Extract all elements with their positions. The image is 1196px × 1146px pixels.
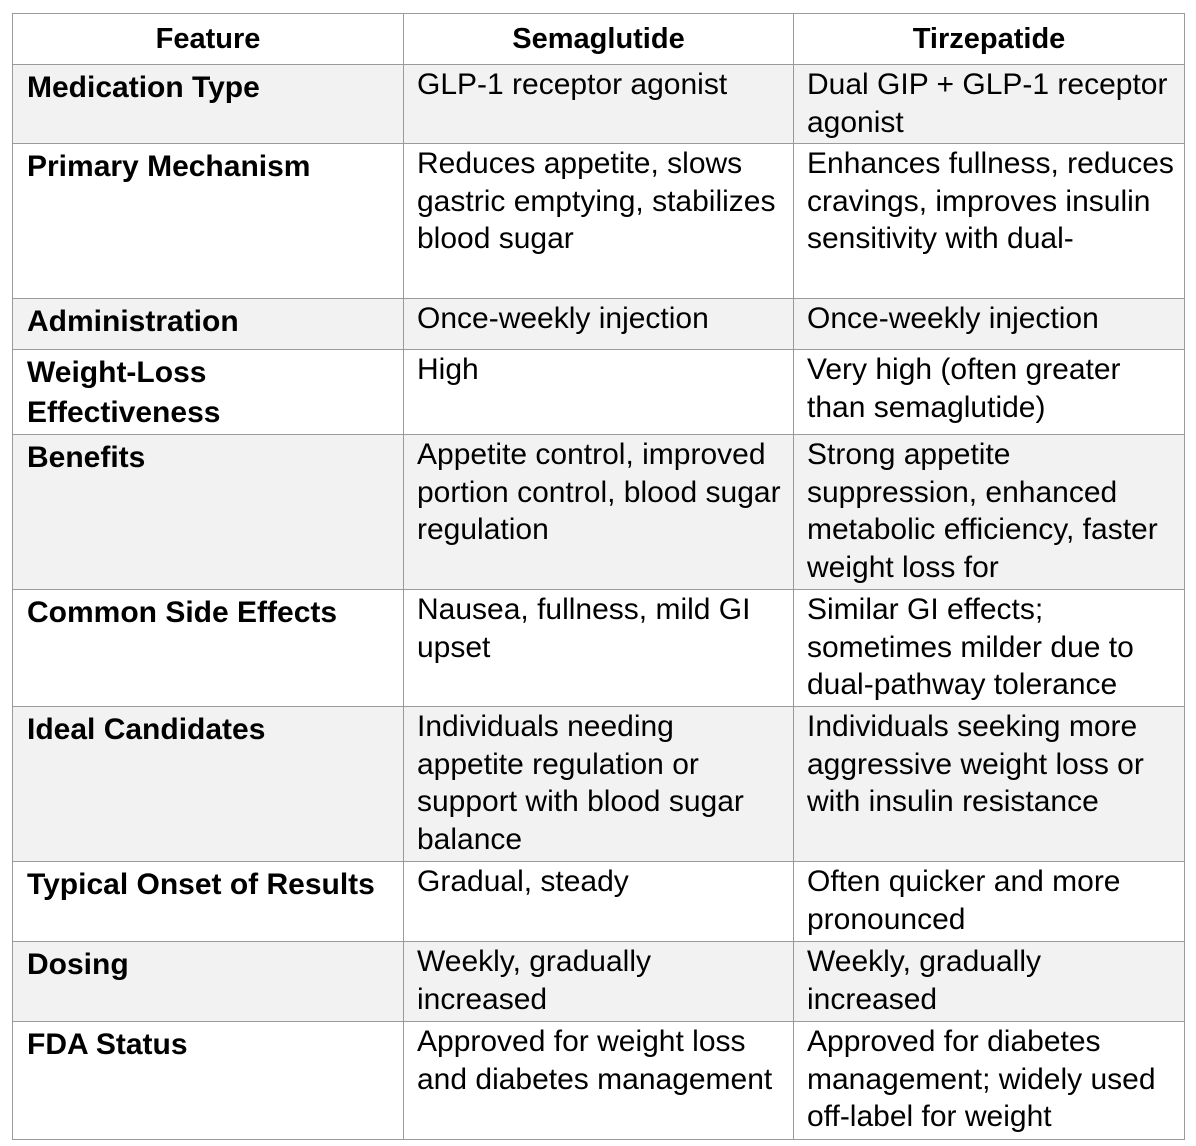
tirzepatide-text: Similar GI effects; sometimes milder due… bbox=[807, 593, 1134, 701]
table-row: Ideal Candidates Individuals needing app… bbox=[12, 706, 1185, 862]
semaglutide-cell: Nausea, fullness, mild GI upset bbox=[403, 589, 794, 707]
tirzepatide-cell: Enhances fullness, reduces cravings, imp… bbox=[793, 143, 1185, 299]
table-row: Dosing Weekly, gradually increased Weekl… bbox=[12, 941, 1185, 1022]
semaglutide-text: Nausea, fullness, mild GI upset bbox=[417, 593, 751, 664]
semaglutide-text: Weekly, gradually increased bbox=[417, 945, 651, 1016]
semaglutide-text: Reduces appetite, slows gastric emptying… bbox=[417, 147, 776, 255]
feature-text: Administration bbox=[27, 305, 239, 338]
table-row: Administration Once-weekly injection Onc… bbox=[12, 298, 1185, 350]
feature-text: Dosing bbox=[27, 948, 129, 981]
semaglutide-text: Appetite control, improved portion contr… bbox=[417, 438, 781, 546]
feature-text: FDA Status bbox=[27, 1028, 188, 1061]
semaglutide-cell: Individuals needing appetite regulation … bbox=[403, 706, 794, 862]
header-tirzepatide: Tirzepatide bbox=[793, 13, 1185, 65]
header-semaglutide: Semaglutide bbox=[403, 13, 794, 65]
semaglutide-text: Approved for weight loss and diabetes ma… bbox=[417, 1025, 773, 1096]
feature-text: Weight-Loss Effectiveness bbox=[27, 356, 221, 429]
feature-text: Benefits bbox=[27, 441, 146, 474]
feature-cell: Administration bbox=[12, 298, 404, 350]
semaglutide-cell: High bbox=[403, 349, 794, 435]
feature-cell: FDA Status bbox=[12, 1021, 404, 1140]
header-feature: Feature bbox=[12, 13, 404, 65]
tirzepatide-cell: Often quicker and more pronounced bbox=[793, 861, 1185, 942]
semaglutide-text: Gradual, steady bbox=[417, 865, 629, 898]
table-row: Primary Mechanism Reduces appetite, slow… bbox=[12, 143, 1185, 299]
semaglutide-cell: Gradual, steady bbox=[403, 861, 794, 942]
header-row: Feature Semaglutide Tirzepatide bbox=[12, 13, 1185, 65]
tirzepatide-cell: Approved for diabetes management; widely… bbox=[793, 1021, 1185, 1140]
table-row: Common Side Effects Nausea, fullness, mi… bbox=[12, 589, 1185, 707]
feature-text: Ideal Candidates bbox=[27, 713, 266, 746]
tirzepatide-text: Weekly, gradually increased bbox=[807, 945, 1041, 1016]
semaglutide-cell: Appetite control, improved portion contr… bbox=[403, 434, 794, 590]
semaglutide-cell: Weekly, gradually increased bbox=[403, 941, 794, 1022]
tirzepatide-cell: Very high (often greater than semaglutid… bbox=[793, 349, 1185, 435]
semaglutide-text: Once-weekly injection bbox=[417, 302, 709, 335]
tirzepatide-cell: Once-weekly injection bbox=[793, 298, 1185, 350]
tirzepatide-text: Enhances fullness, reduces cravings, imp… bbox=[807, 147, 1174, 255]
tirzepatide-cell: Dual GIP + GLP-1 receptor agonist bbox=[793, 64, 1185, 144]
feature-cell: Weight-Loss Effectiveness bbox=[12, 349, 404, 435]
table-row: FDA Status Approved for weight loss and … bbox=[12, 1021, 1185, 1140]
feature-text: Common Side Effects bbox=[27, 596, 338, 629]
feature-text: Typical Onset of Results bbox=[27, 868, 375, 901]
tirzepatide-cell: Individuals seeking more aggressive weig… bbox=[793, 706, 1185, 862]
comparison-table: Feature Semaglutide Tirzepatide Medicati… bbox=[12, 13, 1185, 1140]
tirzepatide-cell: Strong appetite suppression, enhanced me… bbox=[793, 434, 1185, 590]
semaglutide-cell: Once-weekly injection bbox=[403, 298, 794, 350]
table-row: Typical Onset of Results Gradual, steady… bbox=[12, 861, 1185, 942]
semaglutide-text: Individuals needing appetite regulation … bbox=[417, 710, 744, 856]
semaglutide-text: GLP-1 receptor agonist bbox=[417, 68, 728, 101]
feature-cell: Dosing bbox=[12, 941, 404, 1022]
tirzepatide-text: Dual GIP + GLP-1 receptor agonist bbox=[807, 68, 1168, 139]
tirzepatide-cell: Similar GI effects; sometimes milder due… bbox=[793, 589, 1185, 707]
feature-cell: Primary Mechanism bbox=[12, 143, 404, 299]
semaglutide-cell: Approved for weight loss and diabetes ma… bbox=[403, 1021, 794, 1140]
feature-text: Medication Type bbox=[27, 71, 260, 104]
tirzepatide-text: Once-weekly injection bbox=[807, 302, 1099, 335]
feature-text: Primary Mechanism bbox=[27, 150, 311, 183]
tirzepatide-text: Strong appetite suppression, enhanced me… bbox=[807, 438, 1158, 584]
semaglutide-text: High bbox=[417, 353, 479, 386]
semaglutide-cell: Reduces appetite, slows gastric emptying… bbox=[403, 143, 794, 299]
tirzepatide-text: Very high (often greater than semaglutid… bbox=[807, 353, 1121, 424]
table-row: Weight-Loss Effectiveness High Very high… bbox=[12, 349, 1185, 435]
tirzepatide-cell: Weekly, gradually increased bbox=[793, 941, 1185, 1022]
feature-cell: Typical Onset of Results bbox=[12, 861, 404, 942]
feature-cell: Common Side Effects bbox=[12, 589, 404, 707]
feature-cell: Medication Type bbox=[12, 64, 404, 144]
table-row: Benefits Appetite control, improved port… bbox=[12, 434, 1185, 590]
tirzepatide-text: Approved for diabetes management; widely… bbox=[807, 1025, 1156, 1133]
feature-cell: Benefits bbox=[12, 434, 404, 590]
feature-cell: Ideal Candidates bbox=[12, 706, 404, 862]
semaglutide-cell: GLP-1 receptor agonist bbox=[403, 64, 794, 144]
tirzepatide-text: Individuals seeking more aggressive weig… bbox=[807, 710, 1144, 818]
table-row: Medication Type GLP-1 receptor agonist D… bbox=[12, 64, 1185, 144]
tirzepatide-text: Often quicker and more pronounced bbox=[807, 865, 1121, 936]
